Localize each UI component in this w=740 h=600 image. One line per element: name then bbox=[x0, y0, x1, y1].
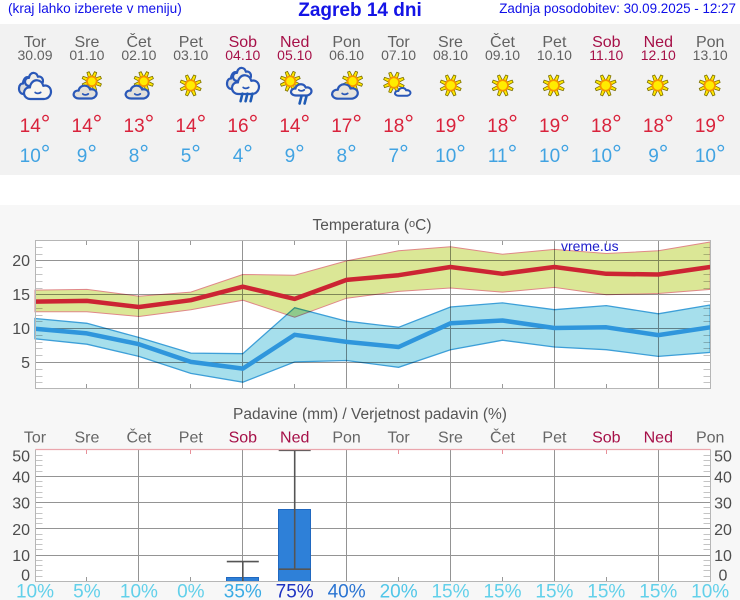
svg-text:Sre: Sre bbox=[74, 430, 99, 447]
svg-text:20: 20 bbox=[12, 522, 30, 539]
svg-text:Tor: Tor bbox=[24, 430, 47, 447]
svg-text:0: 0 bbox=[719, 568, 728, 585]
svg-text:20: 20 bbox=[714, 522, 732, 539]
svg-text:10: 10 bbox=[12, 321, 30, 338]
svg-text:Čet: Čet bbox=[126, 428, 151, 447]
svg-text:Pon: Pon bbox=[696, 430, 724, 447]
svg-text:40: 40 bbox=[12, 469, 30, 486]
svg-text:10%: 10% bbox=[691, 581, 729, 600]
svg-text:15: 15 bbox=[12, 287, 30, 304]
svg-text:30: 30 bbox=[714, 496, 732, 513]
svg-text:Čet: Čet bbox=[490, 428, 515, 447]
svg-text:15%: 15% bbox=[639, 581, 677, 600]
svg-text:20: 20 bbox=[12, 253, 30, 270]
svg-text:0: 0 bbox=[21, 568, 30, 585]
svg-text:15%: 15% bbox=[587, 581, 625, 600]
svg-text:5%: 5% bbox=[73, 581, 101, 600]
svg-text:40: 40 bbox=[714, 469, 732, 486]
svg-text:20%: 20% bbox=[380, 581, 418, 600]
svg-text:Ned: Ned bbox=[644, 430, 673, 447]
svg-text:Sob: Sob bbox=[592, 430, 621, 447]
svg-text:15%: 15% bbox=[483, 581, 521, 600]
svg-text:40%: 40% bbox=[328, 581, 366, 600]
svg-text:Pet: Pet bbox=[542, 430, 567, 447]
svg-text:50: 50 bbox=[714, 449, 732, 466]
svg-text:10: 10 bbox=[714, 548, 732, 565]
svg-text:Pet: Pet bbox=[179, 430, 204, 447]
svg-text:Sre: Sre bbox=[438, 430, 463, 447]
svg-text:Sob: Sob bbox=[229, 430, 258, 447]
svg-text:10%: 10% bbox=[120, 581, 158, 600]
svg-text:15%: 15% bbox=[535, 581, 573, 600]
svg-text:15%: 15% bbox=[431, 581, 469, 600]
svg-text:10%: 10% bbox=[16, 581, 54, 600]
svg-text:Pon: Pon bbox=[332, 430, 360, 447]
svg-text:75%: 75% bbox=[276, 581, 314, 600]
svg-text:30: 30 bbox=[12, 496, 30, 513]
svg-text:5: 5 bbox=[21, 355, 30, 372]
svg-text:10: 10 bbox=[12, 548, 30, 565]
svg-text:35%: 35% bbox=[224, 581, 262, 600]
svg-text:50: 50 bbox=[12, 449, 30, 466]
svg-text:Padavine (mm) / Verjetnost pad: Padavine (mm) / Verjetnost padavin (%) bbox=[233, 406, 507, 423]
svg-text:0%: 0% bbox=[177, 581, 205, 600]
svg-text:Ned: Ned bbox=[280, 430, 309, 447]
svg-text:Tor: Tor bbox=[387, 430, 410, 447]
svg-text:Temperatura (oC): Temperatura (oC) bbox=[313, 217, 432, 234]
svg-text:vreme.us: vreme.us bbox=[561, 238, 619, 254]
